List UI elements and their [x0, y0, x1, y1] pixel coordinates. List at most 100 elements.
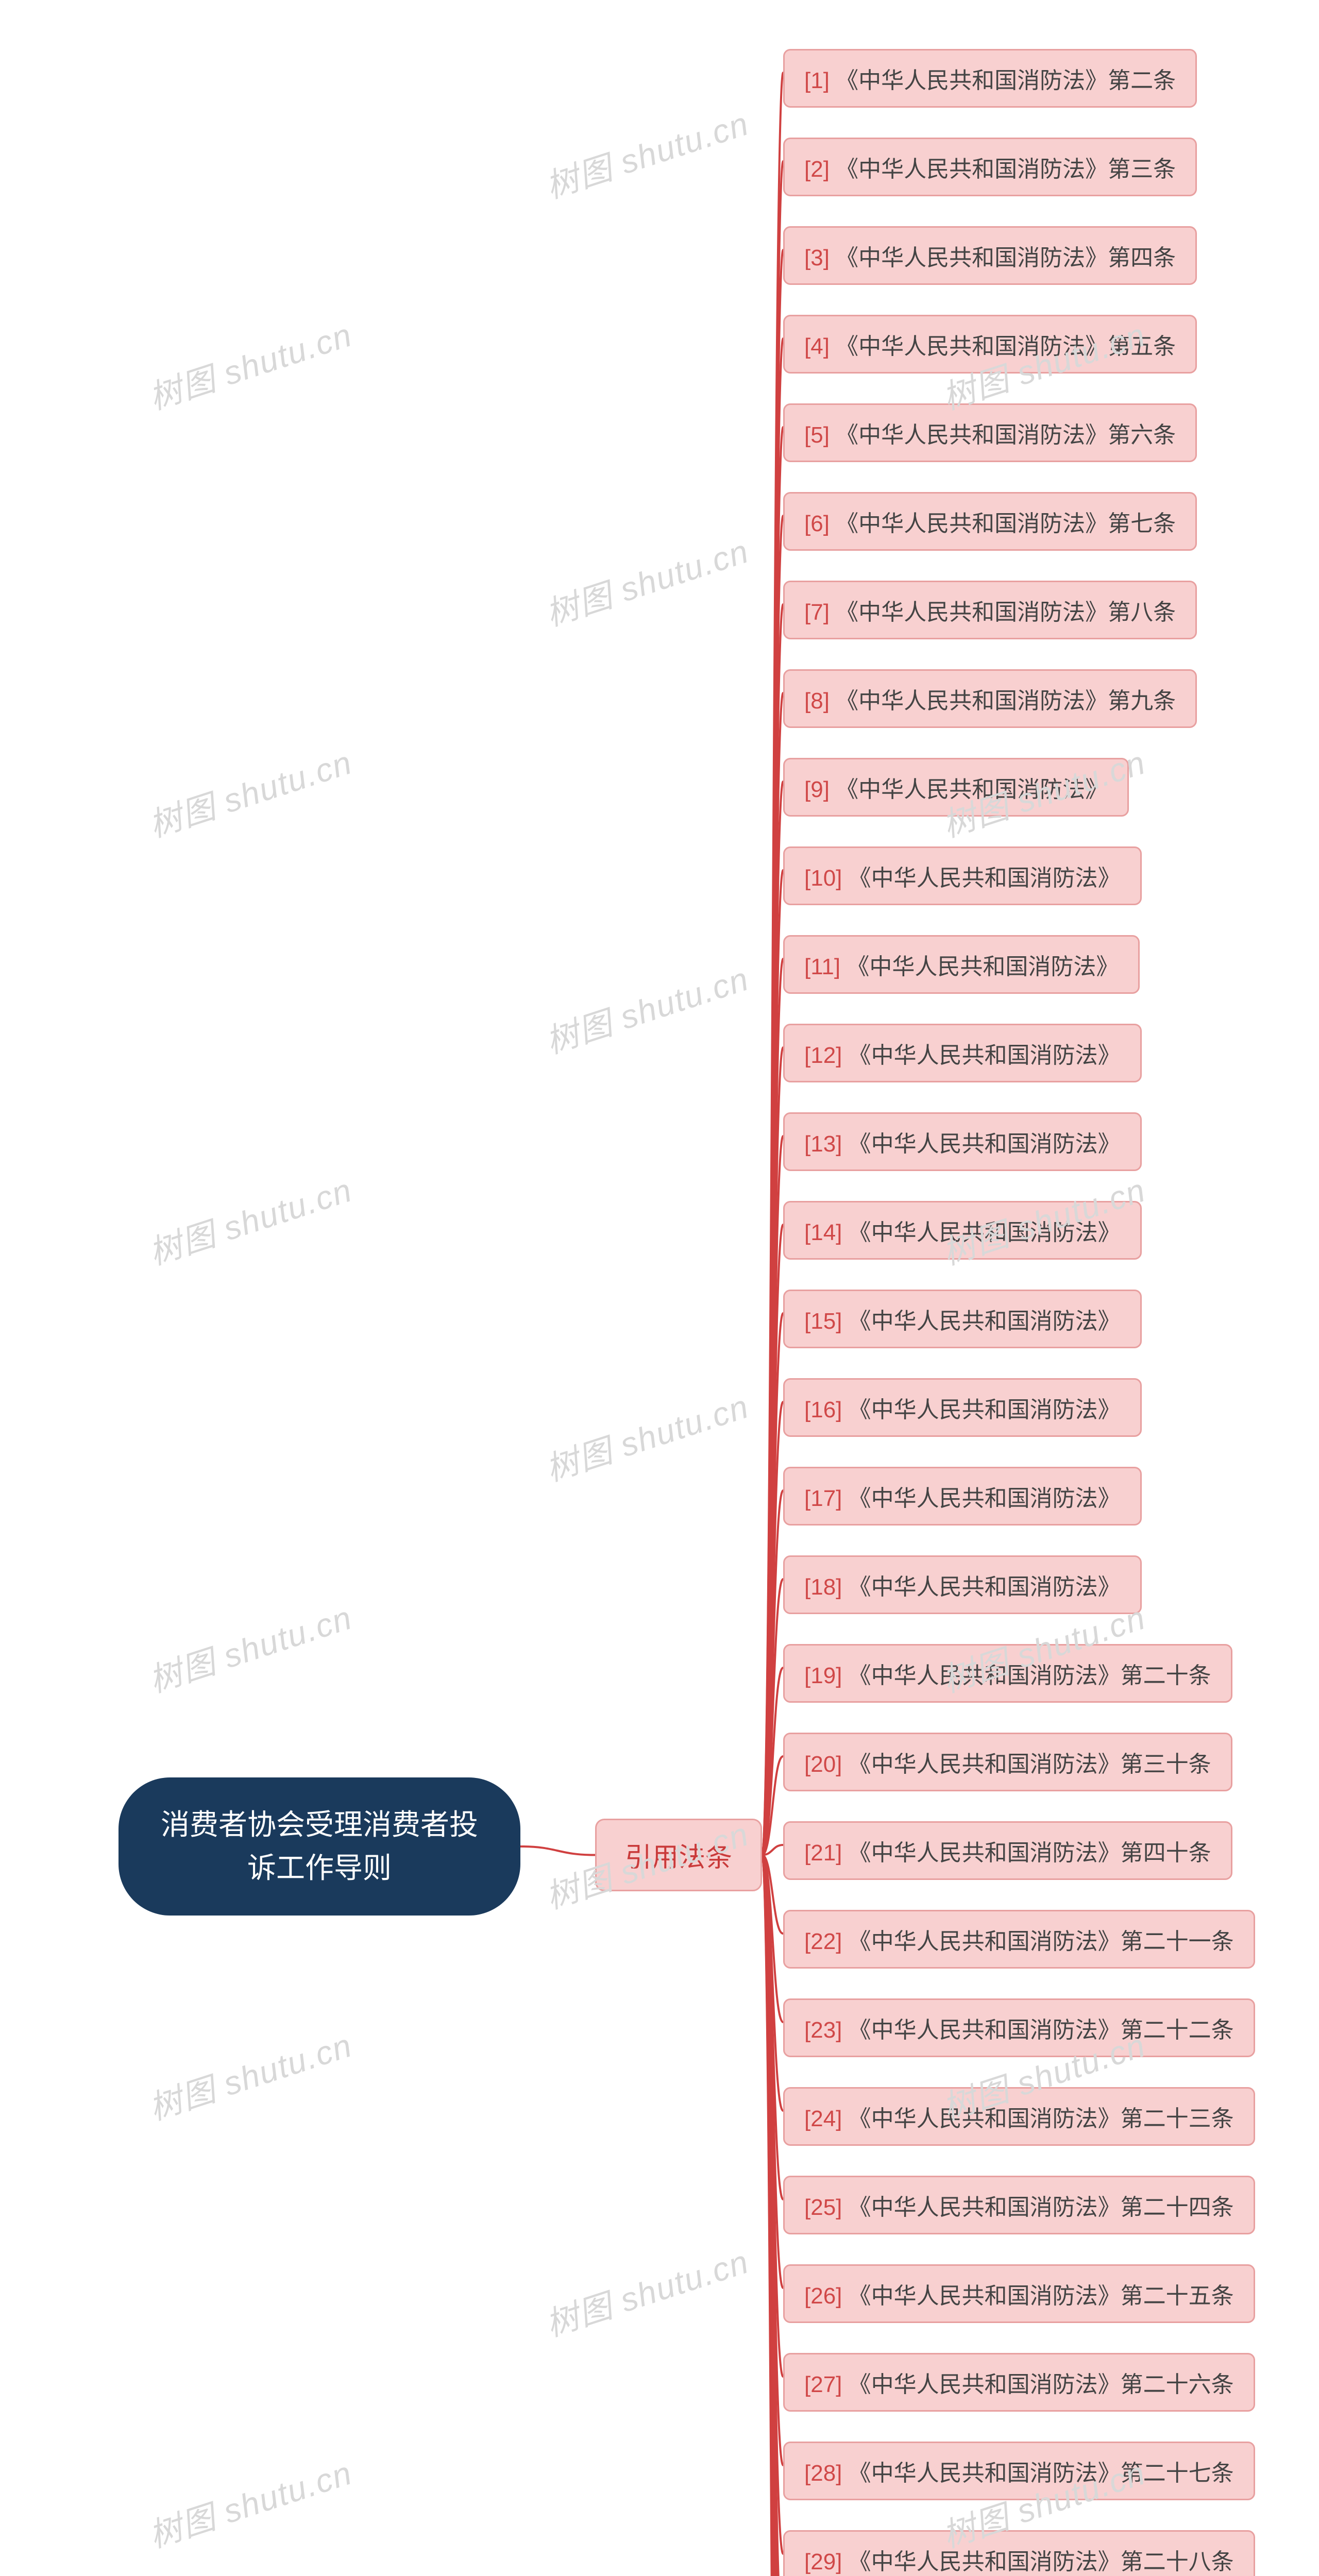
leaf-index: [12]: [804, 1043, 842, 1068]
leaf-label: 《中华人民共和国消防法》: [849, 866, 1121, 891]
leaf-label: 《中华人民共和国消防法》第三十条: [849, 1752, 1211, 1777]
leaf-label: 《中华人民共和国消防法》: [849, 1220, 1121, 1245]
leaf-node[interactable]: [3] 《中华人民共和国消防法》第四条: [783, 226, 1197, 285]
leaf-index: [9]: [804, 777, 830, 802]
leaf-node[interactable]: [29] 《中华人民共和国消防法》第二十八条: [783, 2530, 1255, 2576]
leaf-node[interactable]: [21] 《中华人民共和国消防法》第四十条: [783, 1821, 1232, 1880]
leaf-node[interactable]: [22] 《中华人民共和国消防法》第二十一条: [783, 1910, 1255, 1969]
leaf-index: [14]: [804, 1220, 842, 1245]
leaf-index: [15]: [804, 1309, 842, 1334]
leaf-index: [23]: [804, 2018, 842, 2043]
leaf-label: 《中华人民共和国消防法》第六条: [836, 422, 1176, 448]
leaf-node[interactable]: [19] 《中华人民共和国消防法》第二十条: [783, 1644, 1232, 1703]
leaf-node[interactable]: [2] 《中华人民共和国消防法》第三条: [783, 138, 1197, 196]
watermark: 树图 shutu.cn: [142, 736, 358, 846]
leaf-label: 《中华人民共和国消防法》: [849, 1043, 1121, 1068]
leaf-index: [21]: [804, 1840, 842, 1866]
watermark: 树图 shutu.cn: [142, 2019, 358, 2129]
leaf-label: 《中华人民共和国消防法》第二十七条: [849, 2461, 1234, 2486]
leaf-index: [8]: [804, 688, 830, 714]
leaf-label: 《中华人民共和国消防法》: [849, 1486, 1121, 1511]
leaf-node[interactable]: [14] 《中华人民共和国消防法》: [783, 1201, 1142, 1260]
leaf-node[interactable]: [17] 《中华人民共和国消防法》: [783, 1467, 1142, 1526]
leaf-node[interactable]: [26] 《中华人民共和国消防法》第二十五条: [783, 2264, 1255, 2323]
leaf-label: 《中华人民共和国消防法》: [849, 1131, 1121, 1157]
leaf-label: 《中华人民共和国消防法》第四条: [836, 245, 1176, 270]
leaf-index: [28]: [804, 2461, 842, 2486]
leaf-label: 《中华人民共和国消防法》第五条: [836, 334, 1176, 359]
leaf-label: 《中华人民共和国消防法》第二十一条: [849, 1929, 1234, 1954]
leaf-label: 《中华人民共和国消防法》第二十六条: [849, 2372, 1234, 2397]
leaf-index: [6]: [804, 511, 830, 536]
leaf-index: [25]: [804, 2195, 842, 2220]
leaf-index: [24]: [804, 2106, 842, 2131]
leaf-index: [22]: [804, 1929, 842, 1954]
leaf-label: 《中华人民共和国消防法》第四十条: [849, 1840, 1211, 1866]
leaf-index: [4]: [804, 334, 830, 359]
watermark: 树图 shutu.cn: [142, 1591, 358, 1702]
leaf-index: [19]: [804, 1663, 842, 1688]
leaf-index: [3]: [804, 245, 830, 270]
leaf-index: [2]: [804, 157, 830, 182]
leaf-index: [27]: [804, 2372, 842, 2397]
leaf-label: 《中华人民共和国消防法》第三条: [836, 157, 1176, 182]
leaf-node[interactable]: [5] 《中华人民共和国消防法》第六条: [783, 403, 1197, 462]
leaf-index: [10]: [804, 866, 842, 891]
watermark: 树图 shutu.cn: [539, 525, 754, 635]
leaf-node[interactable]: [15] 《中华人民共和国消防法》: [783, 1290, 1142, 1348]
mid-label: 引用法条: [625, 1843, 732, 1873]
leaf-node[interactable]: [16] 《中华人民共和国消防法》: [783, 1378, 1142, 1437]
mindmap-canvas: 消费者协会受理消费者投诉工作导则 引用法条 [1] 《中华人民共和国消防法》第二…: [0, 0, 1319, 2576]
leaf-index: [13]: [804, 1131, 842, 1157]
leaf-index: [18]: [804, 1574, 842, 1600]
watermark: 树图 shutu.cn: [142, 2447, 358, 2557]
leaf-node[interactable]: [27] 《中华人民共和国消防法》第二十六条: [783, 2353, 1255, 2412]
root-node[interactable]: 消费者协会受理消费者投诉工作导则: [119, 1777, 520, 1916]
leaf-node[interactable]: [28] 《中华人民共和国消防法》第二十七条: [783, 2442, 1255, 2500]
leaf-label: 《中华人民共和国消防法》第二十条: [849, 1663, 1211, 1688]
leaf-node[interactable]: [8] 《中华人民共和国消防法》第九条: [783, 669, 1197, 728]
leaf-node[interactable]: [24] 《中华人民共和国消防法》第二十三条: [783, 2087, 1255, 2146]
watermark: 树图 shutu.cn: [142, 1164, 358, 1274]
leaf-node[interactable]: [6] 《中华人民共和国消防法》第七条: [783, 492, 1197, 551]
leaf-node[interactable]: [23] 《中华人民共和国消防法》第二十二条: [783, 1998, 1255, 2057]
leaf-node[interactable]: [4] 《中华人民共和国消防法》第五条: [783, 315, 1197, 374]
leaf-index: [1]: [804, 68, 830, 93]
mid-node[interactable]: 引用法条: [595, 1819, 762, 1891]
root-label: 消费者协会受理消费者投诉工作导则: [161, 1808, 478, 1884]
leaf-node[interactable]: [9] 《中华人民共和国消防法》: [783, 758, 1129, 817]
leaf-index: [16]: [804, 1397, 842, 1422]
leaf-label: 《中华人民共和国消防法》: [849, 1397, 1121, 1422]
watermark: 树图 shutu.cn: [539, 953, 754, 1063]
leaf-node[interactable]: [12] 《中华人民共和国消防法》: [783, 1024, 1142, 1082]
leaf-index: [26]: [804, 2283, 842, 2309]
leaf-node[interactable]: [7] 《中华人民共和国消防法》第八条: [783, 581, 1197, 639]
leaf-node[interactable]: [18] 《中华人民共和国消防法》: [783, 1555, 1142, 1614]
leaf-node[interactable]: [1] 《中华人民共和国消防法》第二条: [783, 49, 1197, 108]
leaf-index: [17]: [804, 1486, 842, 1511]
leaf-label: 《中华人民共和国消防法》第二十五条: [849, 2283, 1234, 2309]
leaf-label: 《中华人民共和国消防法》: [849, 1309, 1121, 1334]
leaf-node[interactable]: [10] 《中华人民共和国消防法》: [783, 846, 1142, 905]
leaf-node[interactable]: [13] 《中华人民共和国消防法》: [783, 1112, 1142, 1171]
watermark: 树图 shutu.cn: [142, 309, 358, 419]
leaf-node[interactable]: [11] 《中华人民共和国消防法》: [783, 935, 1140, 994]
watermark: 树图 shutu.cn: [539, 1380, 754, 1490]
leaf-label: 《中华人民共和国消防法》第二十三条: [849, 2106, 1234, 2131]
leaf-label: 《中华人民共和国消防法》: [836, 777, 1108, 802]
leaf-label: 《中华人民共和国消防法》第八条: [836, 600, 1176, 625]
leaf-node[interactable]: [25] 《中华人民共和国消防法》第二十四条: [783, 2176, 1255, 2234]
leaf-index: [11]: [804, 954, 840, 979]
leaf-label: 《中华人民共和国消防法》第二十四条: [849, 2195, 1234, 2220]
leaf-label: 《中华人民共和国消防法》第七条: [836, 511, 1176, 536]
leaf-index: [5]: [804, 422, 830, 448]
watermark: 树图 shutu.cn: [539, 97, 754, 208]
leaf-label: 《中华人民共和国消防法》: [847, 954, 1119, 979]
leaf-index: [20]: [804, 1752, 842, 1777]
leaf-label: 《中华人民共和国消防法》第二十二条: [849, 2018, 1234, 2043]
leaf-node[interactable]: [20] 《中华人民共和国消防法》第三十条: [783, 1733, 1232, 1791]
leaf-label: 《中华人民共和国消防法》: [849, 1574, 1121, 1600]
leaf-index: [29]: [804, 2549, 842, 2574]
leaf-label: 《中华人民共和国消防法》第九条: [836, 688, 1176, 714]
leaf-index: [7]: [804, 600, 830, 625]
